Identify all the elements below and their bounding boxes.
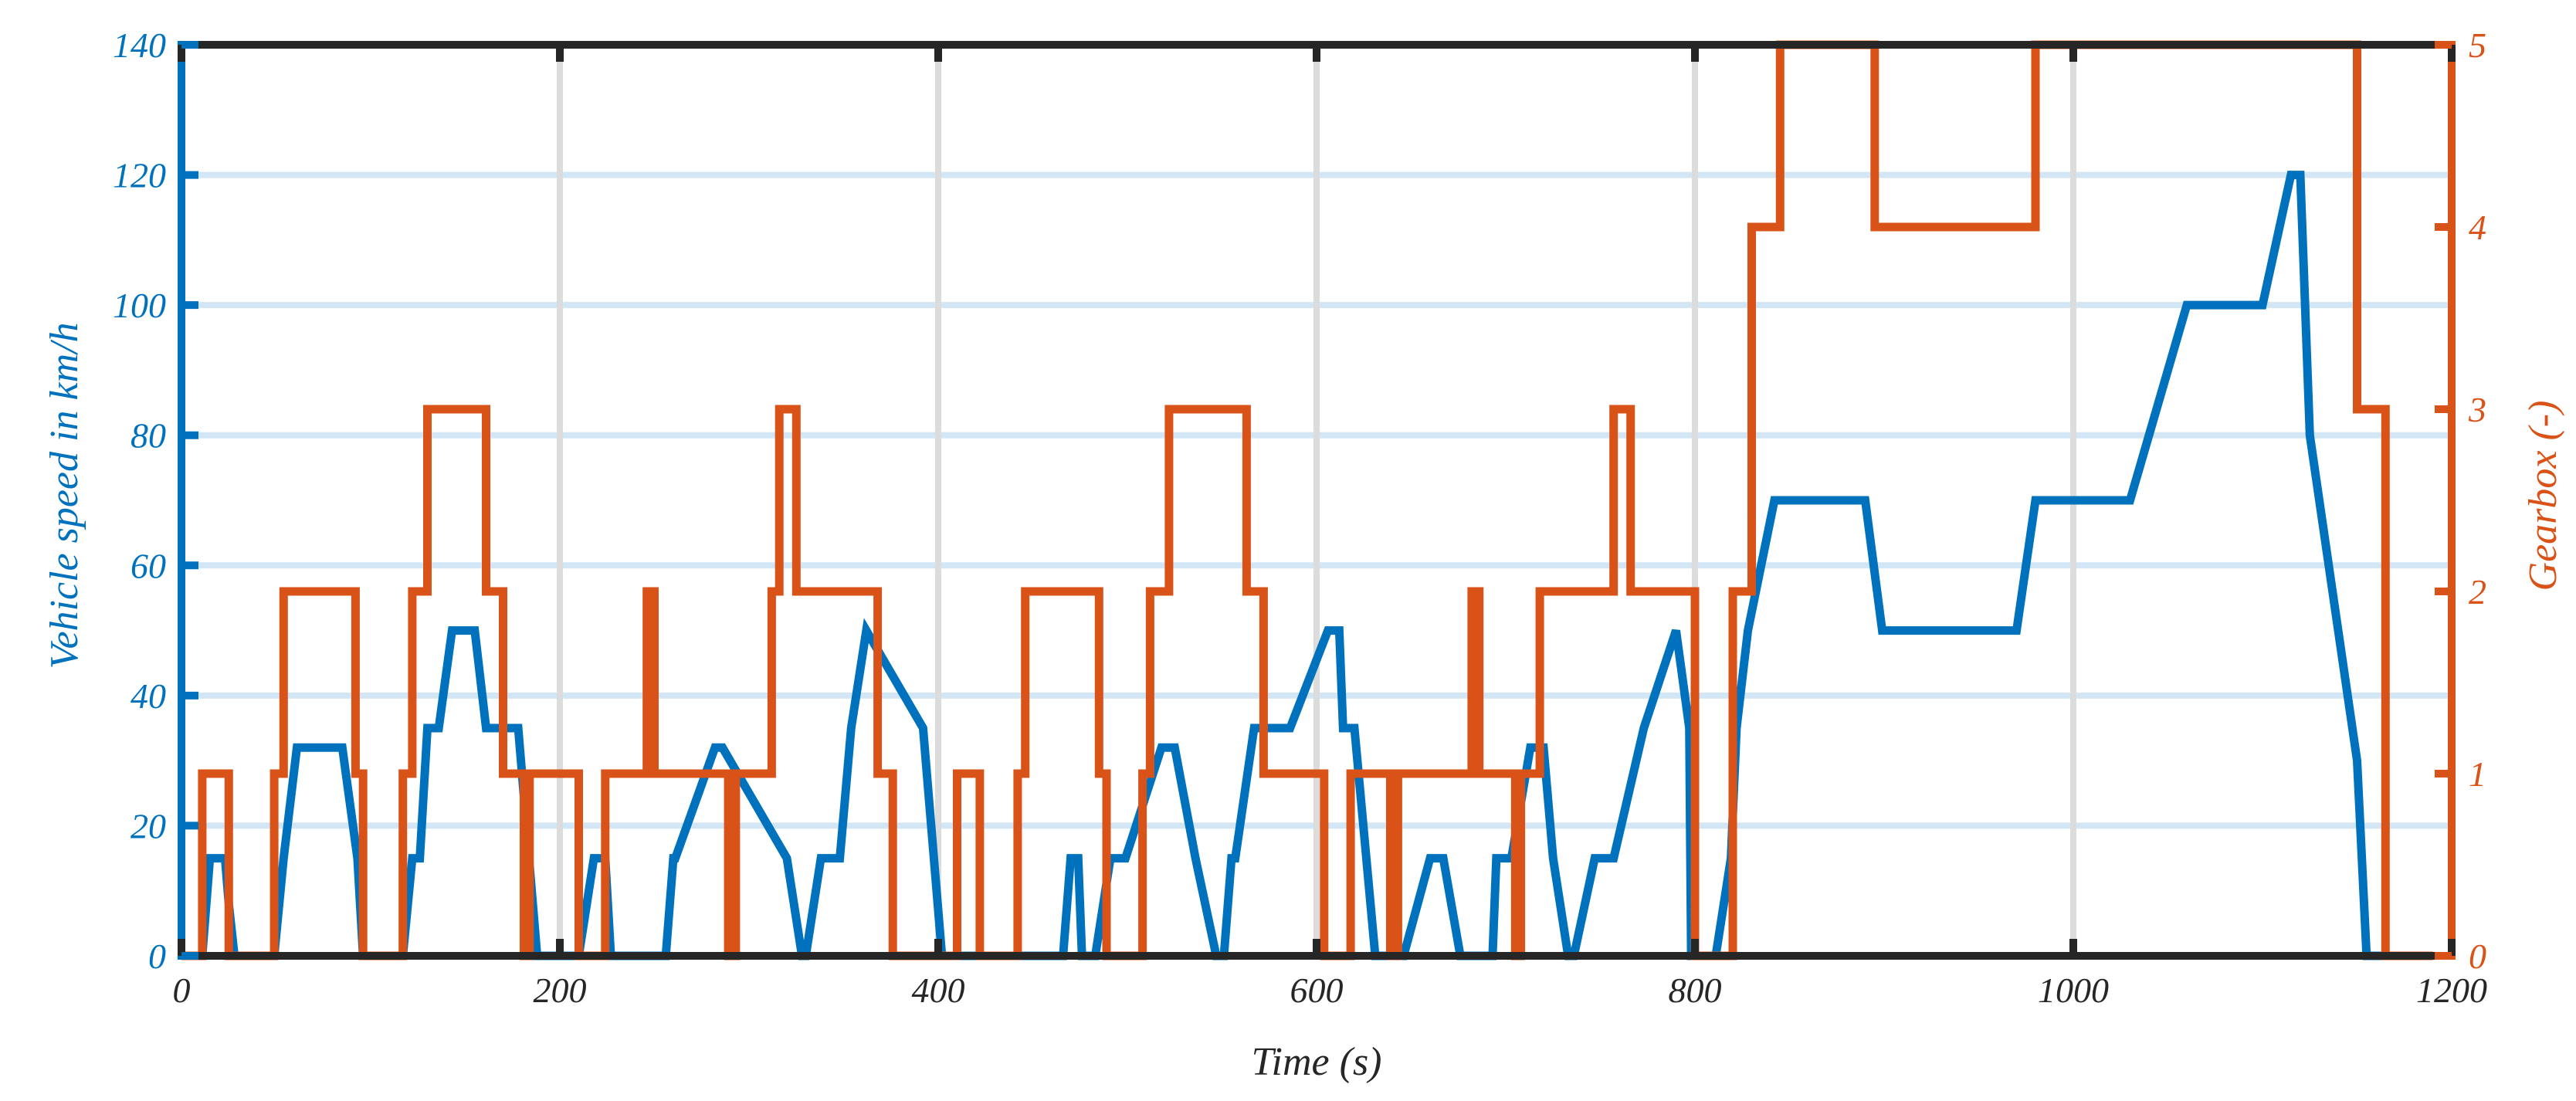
- axes-layer: [178, 41, 2456, 960]
- y-left-tick-label: 100: [113, 286, 166, 325]
- y-axis-left-title: Vehicle speed in km/h: [42, 322, 86, 669]
- gearbox-series-line: [181, 40, 2433, 960]
- x-tick-label: 1200: [2416, 971, 2487, 1010]
- x-tick-label: 800: [1669, 971, 1722, 1010]
- x-tick-label: 1000: [2038, 971, 2109, 1010]
- x-tick-label: 200: [534, 971, 587, 1010]
- x-tick-label: 400: [912, 971, 965, 1010]
- y-left-tick-label: 40: [130, 676, 166, 716]
- x-tick-label: 0: [173, 971, 191, 1010]
- y-left-tick-label: 0: [148, 937, 166, 976]
- x-tick-label: 600: [1290, 971, 1344, 1010]
- y-left-tick-label: 20: [130, 806, 166, 845]
- y-right-tick-label: 1: [2469, 754, 2486, 794]
- y-left-tick-label: 140: [113, 25, 166, 65]
- y-right-tick-label: 4: [2469, 208, 2486, 247]
- y-left-tick-label: 60: [130, 546, 166, 585]
- y-right-tick-label: 2: [2469, 572, 2486, 611]
- grid-layer: [181, 45, 2452, 956]
- y-right-tick-label: 0: [2469, 937, 2486, 976]
- y-axis-right-title: Gearbox (-): [2521, 401, 2565, 591]
- y-right-tick-label: 5: [2469, 25, 2486, 65]
- y-left-tick-label: 80: [130, 416, 166, 456]
- series-layer: [181, 40, 2433, 960]
- x-axis-title: Time (s): [1252, 1040, 1382, 1084]
- y-right-tick-label: 3: [2468, 390, 2486, 429]
- y-left-tick-label: 120: [113, 156, 166, 195]
- labels-layer: Time (s) Vehicle speed in km/h Gearbox (…: [42, 25, 2565, 1084]
